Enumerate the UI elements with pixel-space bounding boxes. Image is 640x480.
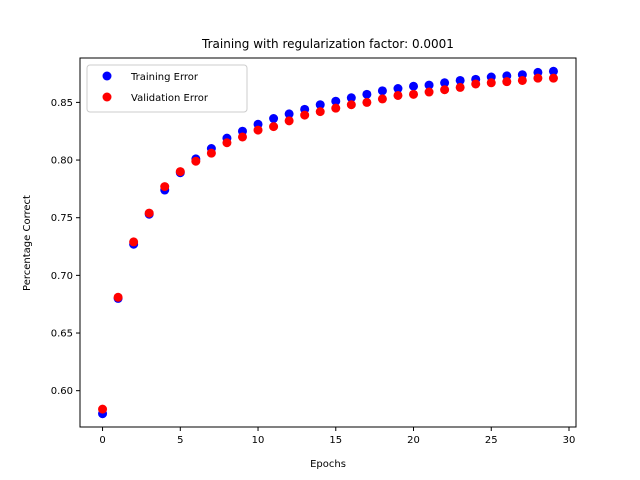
data-point bbox=[175, 167, 185, 177]
legend-marker-training bbox=[102, 71, 112, 81]
data-point bbox=[331, 103, 341, 113]
y-tick-label: 0.65 bbox=[51, 329, 73, 340]
chart-title: Training with regularization factor: 0.0… bbox=[201, 37, 454, 51]
data-point bbox=[113, 292, 123, 302]
x-tick-label: 5 bbox=[177, 435, 183, 446]
data-point bbox=[346, 100, 356, 110]
data-point bbox=[129, 237, 139, 247]
data-point bbox=[502, 77, 512, 87]
y-tick-label: 0.85 bbox=[51, 98, 73, 109]
y-tick-label: 0.80 bbox=[51, 156, 73, 167]
data-point bbox=[548, 73, 558, 83]
plot-frame bbox=[79, 57, 577, 428]
data-point bbox=[393, 84, 403, 94]
data-point bbox=[455, 82, 465, 92]
x-axis-label: Epochs bbox=[310, 459, 346, 470]
data-point bbox=[409, 81, 419, 91]
data-point bbox=[269, 122, 279, 132]
data-point bbox=[346, 93, 356, 103]
legend-label-training: Training Error bbox=[130, 72, 199, 83]
data-point bbox=[222, 138, 232, 148]
y-tick-label: 0.60 bbox=[51, 386, 73, 397]
data-point bbox=[455, 75, 465, 85]
x-tick-label: 30 bbox=[563, 435, 576, 446]
points-layer bbox=[98, 66, 558, 419]
data-point bbox=[362, 89, 372, 99]
data-point bbox=[377, 86, 387, 96]
x-tick-label: 15 bbox=[329, 435, 342, 446]
data-point bbox=[160, 182, 170, 192]
data-point bbox=[300, 110, 310, 120]
data-point bbox=[315, 107, 325, 117]
data-point bbox=[440, 78, 450, 88]
data-point bbox=[486, 78, 496, 88]
data-point bbox=[191, 156, 201, 166]
legend: Training Error Validation Error bbox=[86, 64, 248, 113]
y-tick-label: 0.75 bbox=[51, 213, 73, 224]
x-tick-label: 0 bbox=[99, 435, 105, 446]
data-point bbox=[393, 90, 403, 100]
y-tick-label: 0.70 bbox=[51, 271, 73, 282]
data-point bbox=[237, 132, 247, 142]
data-point bbox=[144, 208, 154, 218]
data-point bbox=[440, 85, 450, 95]
data-point bbox=[315, 100, 325, 110]
data-point bbox=[284, 116, 294, 126]
ticks-layer: 0 5 10 15 20 25 30 0.60 0.65 0.70 0.75 0.80 0.85 bbox=[51, 98, 576, 446]
legend-box bbox=[86, 64, 248, 113]
data-point bbox=[269, 114, 279, 124]
data-point bbox=[362, 97, 372, 107]
data-point bbox=[253, 125, 263, 135]
data-point bbox=[424, 80, 434, 90]
y-axis-label: Percentage Correct bbox=[22, 195, 33, 291]
data-point bbox=[331, 96, 341, 106]
data-point bbox=[548, 66, 558, 76]
data-point bbox=[377, 94, 387, 104]
data-point bbox=[517, 75, 527, 85]
x-tick-label: 20 bbox=[407, 435, 420, 446]
data-point bbox=[471, 79, 481, 89]
series-validation-error bbox=[98, 73, 558, 414]
data-point bbox=[533, 73, 543, 83]
legend-label-validation: Validation Error bbox=[131, 93, 209, 104]
x-tick-label: 25 bbox=[485, 435, 498, 446]
data-point bbox=[409, 89, 419, 99]
data-point bbox=[206, 148, 216, 158]
data-point bbox=[284, 109, 294, 119]
data-point bbox=[98, 404, 108, 414]
x-tick-label: 10 bbox=[252, 435, 265, 446]
legend-marker-validation bbox=[102, 92, 112, 102]
data-point bbox=[424, 87, 434, 97]
